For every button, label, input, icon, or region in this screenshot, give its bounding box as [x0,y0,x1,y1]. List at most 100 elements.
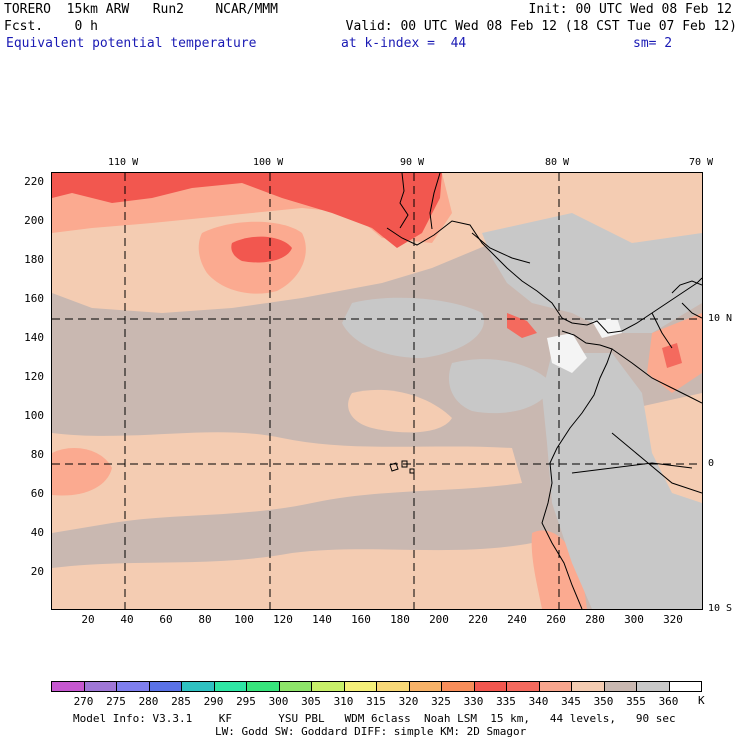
colorbar-swatch [278,681,312,692]
y-tick: 80 [30,448,44,461]
lat-lon-grid [52,173,702,609]
y-tick: 60 [30,487,44,500]
valid-time: Valid: 00 UTC Wed 08 Feb 12 (18 CST Tue … [345,19,737,34]
coastline [399,173,531,264]
colorbar-label: 290 [203,695,224,708]
colorbar-swatch [538,681,572,692]
light-peach-region [348,389,452,433]
k-index-label: at k-index = 44 [341,36,467,51]
coastline [386,220,702,334]
colorbar-swatch [311,681,345,692]
colorbar-swatch [246,681,280,692]
colorbar-label: 345 [561,695,581,708]
colorbar-label: 360 [658,695,679,708]
colorbar-label: 305 [301,695,321,708]
colorbar-swatch [181,681,215,692]
x-tick: 220 [468,613,488,626]
colorbar-label: 330 [463,695,484,708]
colorbar-swatch [83,681,117,692]
colorbar-label: 315 [366,695,386,708]
colorbar-label: 300 [268,695,289,708]
colorbar-swatch [636,681,670,692]
colorbar-label: 320 [398,695,419,708]
colorbar-label: 355 [626,695,646,708]
lon-label-100w: 100 W [253,157,284,168]
y-tick: 20 [30,565,44,578]
lat-label-0: 0 [708,458,715,469]
colorbar-swatch [473,681,507,692]
y-tick: 180 [24,253,44,266]
x-tick: 40 [120,613,134,626]
y-tick: 120 [24,370,44,383]
x-tick: 120 [273,613,293,626]
lon-label-110w: 110 W [108,157,139,168]
lat-label-10s: 10 S [708,603,733,614]
y-tick: 160 [24,292,44,305]
x-tick: 280 [585,613,605,626]
physics-info: LW: Godd SW: Goddard DIFF: simple KM: 2D… [215,725,527,738]
smoothing-label: sm= 2 [633,36,673,51]
y-tick: 140 [24,331,44,344]
x-tick: 160 [351,613,371,626]
x-tick: 180 [390,613,410,626]
colorbar-swatch [51,681,85,692]
red-region [231,236,292,263]
run-title: TORERO 15km ARW Run2 NCAR/MMM [4,2,278,17]
x-tick: 140 [312,613,332,626]
y-tick: 220 [24,175,44,188]
red-region [662,343,682,368]
x-tick: 60 [159,613,173,626]
lon-label-90w: 90 W [400,157,425,168]
colorbar-swatch [213,681,247,692]
colorbar-swatch [441,681,475,692]
colorbar-label: 350 [593,695,614,708]
forecast-hour: Fcst. 0 h [4,19,98,34]
x-tick: 100 [234,613,254,626]
x-tick: 240 [507,613,527,626]
lon-label-70w: 70 W [689,157,714,168]
x-tick: 200 [429,613,449,626]
x-tick: 20 [81,613,95,626]
colorbar-swatch [148,681,182,692]
light-peach-region [52,543,572,609]
colorbar-swatch [506,681,540,692]
colorbar-label: 335 [496,695,516,708]
x-tick: 80 [198,613,212,626]
y-tick: 40 [30,526,44,539]
colorbar-swatch [603,681,637,692]
red-region [52,173,442,248]
white-region [547,333,587,373]
init-time: Init: 00 UTC Wed 08 Feb 12 [528,2,733,17]
coastline [541,330,613,609]
colorbar-label: 340 [528,695,549,708]
light-peach-region [52,432,522,533]
lon-label-80w: 80 W [545,157,570,168]
model-info: Model Info: V3.3.1 KF YSU PBL WDM 6class… [73,712,676,725]
colorbar-label: 275 [106,695,126,708]
colorbar-swatch [343,681,377,692]
y-tick: 200 [24,214,44,227]
gray-region [542,353,702,609]
colorbar-label: 270 [73,695,94,708]
lat-label-10n: 10 N [708,313,733,324]
colorbar-swatch [116,681,150,692]
colorbar-swatch [376,681,410,692]
x-tick: 300 [624,613,644,626]
colorbar-label: 295 [236,695,256,708]
y-tick: 100 [24,409,44,422]
colorbar-swatch [668,681,702,692]
gray-region [482,213,702,333]
gray-region [342,297,484,358]
colorbar-label: 310 [333,695,354,708]
field-name: Equivalent potential temperature [6,36,257,51]
gray-region [448,359,552,414]
colorbar-unit: K [698,694,705,707]
colorbar-label: 285 [171,695,191,708]
theta-e-field [52,173,702,609]
coastline [671,280,702,319]
colorbar-swatch [571,681,605,692]
colorbar-label: 280 [138,695,159,708]
x-tick: 320 [663,613,683,626]
map-panel [51,172,703,610]
colorbar [51,681,702,692]
